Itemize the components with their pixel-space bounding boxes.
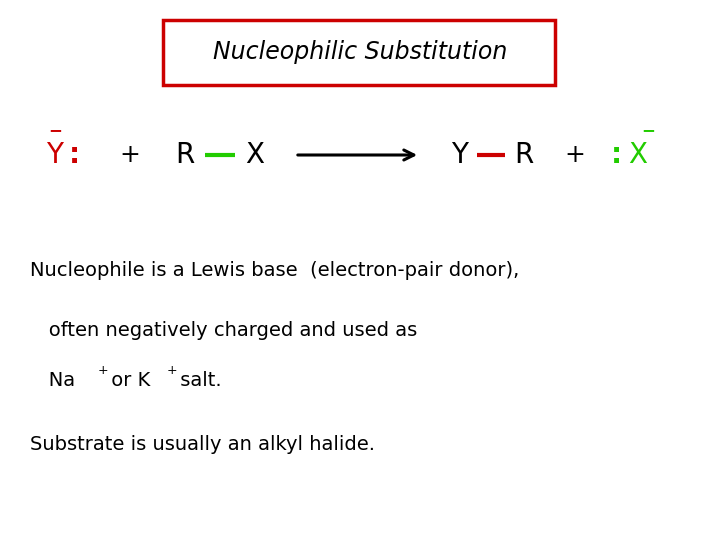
Text: +: + (167, 364, 178, 377)
Text: salt.: salt. (174, 370, 222, 389)
Text: +: + (564, 143, 585, 167)
Text: Y: Y (47, 141, 63, 169)
Text: :: : (68, 141, 80, 169)
Text: +: + (98, 364, 109, 377)
Text: Na: Na (30, 370, 75, 389)
Text: R: R (176, 141, 194, 169)
Text: −: − (641, 121, 655, 139)
Text: Nucleophilic Substitution: Nucleophilic Substitution (213, 40, 507, 64)
Text: R: R (514, 141, 534, 169)
Text: :: : (611, 141, 621, 169)
Text: Substrate is usually an alkyl halide.: Substrate is usually an alkyl halide. (30, 435, 375, 455)
Bar (163, 20, 555, 85)
Text: or K: or K (105, 370, 150, 389)
Text: often negatively charged and used as: often negatively charged and used as (30, 321, 418, 340)
Text: X: X (246, 141, 264, 169)
Text: −: − (48, 121, 62, 139)
Text: Y: Y (451, 141, 469, 169)
Text: X: X (629, 141, 647, 169)
Text: +: + (120, 143, 140, 167)
Text: Nucleophile is a Lewis base  (electron-pair donor),: Nucleophile is a Lewis base (electron-pa… (30, 260, 519, 280)
